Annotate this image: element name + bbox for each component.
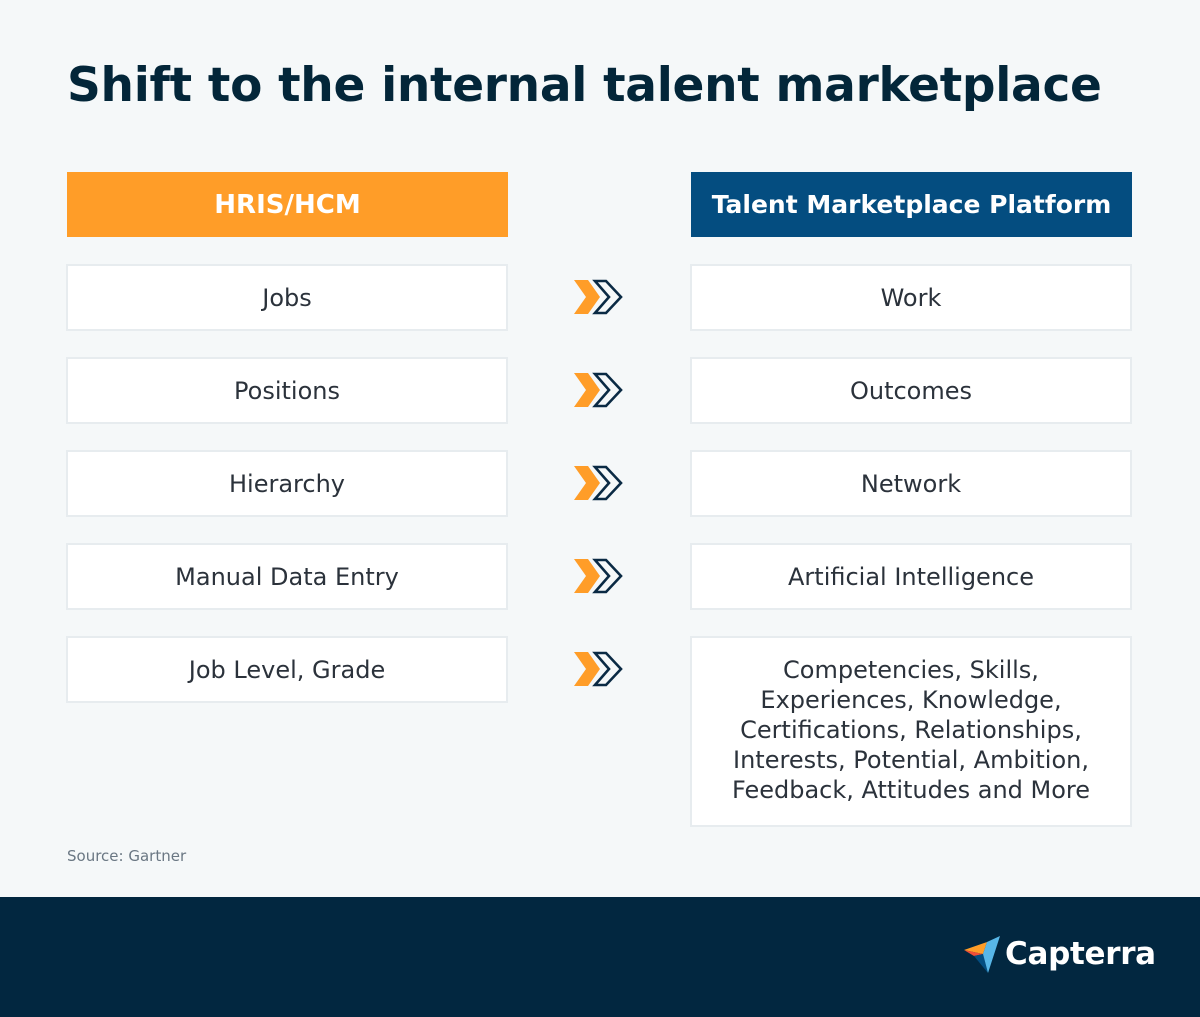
from-cell-manual-data-entry: Manual Data Entry: [66, 543, 508, 610]
to-cell-line: Experiences, Knowledge,: [760, 686, 1062, 714]
double-chevron-right-icon: [574, 372, 623, 408]
from-cell-job-level-grade: Job Level, Grade: [66, 636, 508, 703]
to-cell-line: Certifications, Relationships,: [740, 716, 1082, 744]
from-cell-jobs: Jobs: [66, 264, 508, 331]
page-title: Shift to the internal talent marketplace: [67, 58, 1102, 113]
to-cell-label: Work: [880, 283, 942, 312]
to-cell-artificial-intelligence: Artificial Intelligence: [690, 543, 1132, 610]
to-cell-label: Network: [860, 469, 962, 498]
to-cell-multiline: Competencies, Skills, Experiences, Knowl…: [732, 655, 1090, 805]
to-cell-line: Feedback, Attitudes and More: [731, 776, 1091, 804]
from-cell-label: Job Level, Grade: [188, 655, 386, 684]
capterra-arrow-icon: [964, 936, 1000, 973]
capterra-logo: Capterra: [963, 935, 1156, 973]
to-cell-work: Work: [690, 264, 1132, 331]
hris-hcm-header: HRIS/HCM: [67, 172, 508, 237]
to-cell-network: Network: [690, 450, 1132, 517]
to-cell-label: Outcomes: [849, 376, 973, 405]
from-cell-hierarchy: Hierarchy: [66, 450, 508, 517]
from-cell-label: Manual Data Entry: [175, 562, 399, 591]
from-cell-label: Jobs: [262, 283, 312, 312]
double-chevron-right-icon: [574, 651, 623, 687]
capterra-logo-text: Capterra: [1005, 936, 1156, 972]
to-cell-line: Competencies, Skills,: [783, 656, 1039, 684]
double-chevron-right-icon: [574, 465, 623, 501]
footer-bar: [0, 897, 1200, 1017]
source-note: Source: Gartner: [67, 847, 187, 865]
from-cell-positions: Positions: [66, 357, 508, 424]
from-cell-label: Hierarchy: [228, 469, 345, 498]
double-chevron-right-icon: [574, 279, 623, 315]
talent-marketplace-header: Talent Marketplace Platform: [691, 172, 1132, 237]
to-cell-line: Interests, Potential, Ambition,: [733, 746, 1089, 774]
double-chevron-right-icon: [574, 558, 623, 594]
from-cell-label: Positions: [234, 376, 340, 405]
to-cell-label: Artificial Intelligence: [788, 562, 1034, 591]
to-cell-outcomes: Outcomes: [690, 357, 1132, 424]
to-cell-competencies: Competencies, Skills, Experiences, Knowl…: [690, 636, 1132, 827]
